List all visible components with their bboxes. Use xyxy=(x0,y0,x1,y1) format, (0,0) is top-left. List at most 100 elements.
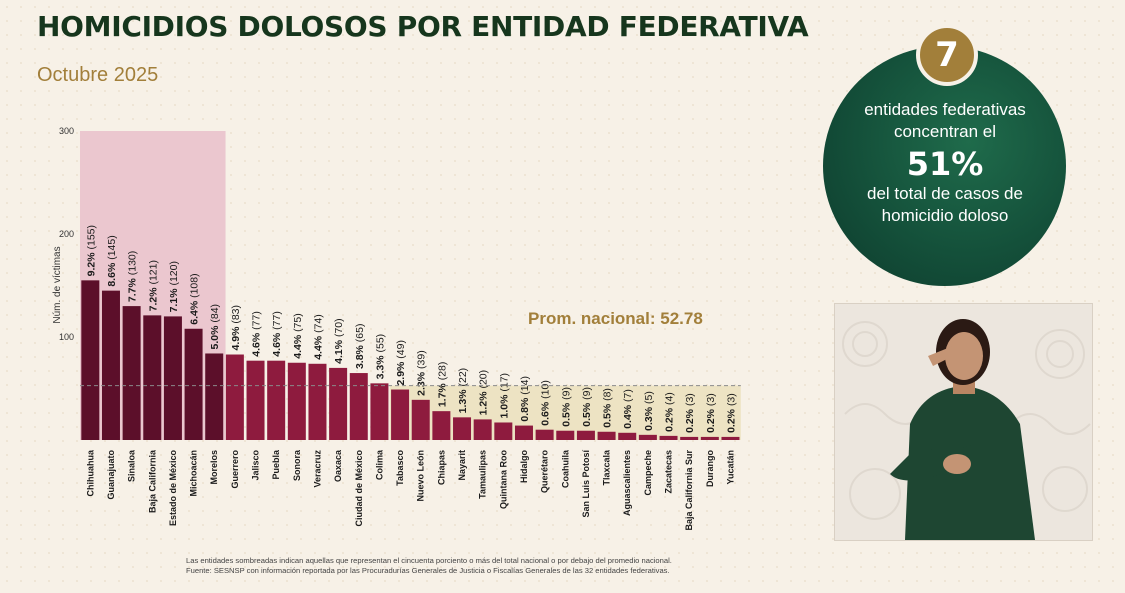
x-tick-label: Ciudad de México xyxy=(354,450,364,527)
bar xyxy=(122,306,141,440)
footnote-line-1: Las entidades sombreadas indican aquella… xyxy=(186,556,672,565)
bar xyxy=(432,411,451,440)
x-tick-label: Nayarit xyxy=(457,450,467,481)
bar xyxy=(494,422,513,440)
data-label: 0.5% (9) xyxy=(560,387,572,427)
x-tick-label: Campeche xyxy=(643,450,653,496)
y-axis-label: Núm. de víctimas xyxy=(52,246,63,323)
bar xyxy=(638,434,657,440)
x-tick-label: San Luis Potosí xyxy=(581,450,591,518)
x-tick-label: Coahuila xyxy=(560,449,570,488)
x-tick-label: Morelos xyxy=(209,450,219,485)
x-tick-label: Aguascalientes xyxy=(622,450,632,516)
x-tick-label: Jalisco xyxy=(251,450,261,481)
bar xyxy=(721,436,740,440)
data-label: 0.2% (3) xyxy=(705,393,717,433)
x-tick-label: Chihuahua xyxy=(85,449,95,496)
bar xyxy=(81,280,100,440)
x-tick-label: Estado de México xyxy=(168,450,178,527)
page-subtitle: Octubre 2025 xyxy=(37,64,159,86)
data-label: 2.3% (39) xyxy=(416,350,428,396)
bar xyxy=(453,417,472,440)
bar xyxy=(659,435,678,440)
footnote: Las entidades sombreadas indican aquella… xyxy=(186,556,672,576)
data-label: 4.1% (70) xyxy=(333,318,345,364)
average-label: Prom. nacional: 52.78 xyxy=(528,309,703,328)
bar xyxy=(556,430,575,440)
data-label: 3.3% (55) xyxy=(374,334,386,380)
data-label: 7.2% (121) xyxy=(147,260,159,311)
bar xyxy=(225,354,244,440)
bar xyxy=(308,363,327,440)
data-label: 0.2% (3) xyxy=(684,393,696,433)
bar-chart: 100 200 300 Núm. de víctimas 9.2% (155) Chihu… xyxy=(52,126,741,531)
count-badge: 7 xyxy=(916,24,978,86)
data-label: 0.4% (7) xyxy=(622,389,634,429)
data-label: 2.9% (49) xyxy=(395,340,407,386)
bar xyxy=(184,328,203,440)
bar xyxy=(143,315,162,440)
data-label: 0.3% (5) xyxy=(643,391,655,431)
bar xyxy=(473,419,492,440)
x-tick-label: Tlaxcala xyxy=(602,449,612,486)
data-label: 0.5% (9) xyxy=(581,387,593,427)
data-label: 1.0% (17) xyxy=(498,373,510,419)
x-tick-label: Colima xyxy=(374,449,384,480)
footnote-line-2: Fuente: SESNSP con información reportada… xyxy=(186,566,670,575)
bar xyxy=(618,432,637,440)
x-tick-label: Michoacán xyxy=(189,450,199,497)
x-tick-label: Quintana Roo xyxy=(498,450,508,509)
data-label: 0.5% (8) xyxy=(602,388,614,428)
summary-percent: 51% xyxy=(906,145,984,183)
sign-language-interpreter-video xyxy=(834,303,1093,541)
x-tick-label: Tamaulipas xyxy=(478,450,488,499)
x-tick-label: Nuevo León xyxy=(416,450,426,502)
bar xyxy=(101,290,120,440)
x-tick-label: Sinaloa xyxy=(127,449,137,482)
data-label: 0.2% (3) xyxy=(725,393,737,433)
data-label: 1.2% (20) xyxy=(478,370,490,416)
data-label: 6.4% (108) xyxy=(189,273,201,324)
x-tick-label: Chiapas xyxy=(436,450,446,485)
x-tick-label: Baja California xyxy=(147,449,157,513)
data-label: 4.4% (75) xyxy=(292,313,304,359)
bar xyxy=(205,353,224,440)
data-label: 4.9% (83) xyxy=(230,305,242,351)
data-label: 0.8% (14) xyxy=(519,376,531,422)
summary-circle xyxy=(823,46,1066,286)
bar xyxy=(680,436,699,440)
interpreter-image xyxy=(835,304,1092,540)
x-tick-label: Durango xyxy=(705,450,715,488)
bar xyxy=(391,389,410,440)
x-tick-label: Oaxaca xyxy=(333,449,343,482)
bar xyxy=(287,362,306,440)
x-tick-label: Guanajuato xyxy=(106,450,116,500)
x-tick-label: Veracruz xyxy=(312,450,322,488)
x-tick-label: Tabasco xyxy=(395,450,405,486)
data-label: 1.7% (28) xyxy=(436,362,448,408)
data-label: 3.8% (65) xyxy=(354,324,366,370)
bar xyxy=(514,425,533,440)
x-tick-label: Zacatecas xyxy=(664,450,674,494)
bar xyxy=(597,431,616,440)
bar xyxy=(576,430,595,440)
bar xyxy=(163,316,182,440)
data-label: 8.6% (145) xyxy=(106,235,118,286)
data-label: 4.6% (77) xyxy=(271,311,283,357)
data-label: 9.2% (155) xyxy=(85,225,97,276)
data-label: 4.6% (77) xyxy=(251,311,263,357)
y-tick-label: 200 xyxy=(59,229,74,239)
x-tick-label: Baja California Sur xyxy=(684,450,694,531)
bar xyxy=(267,360,286,440)
x-tick-label: Hidalgo xyxy=(519,449,529,483)
summary-text-bottom: del total de casos de homicidio doloso xyxy=(867,184,1023,225)
data-label: 7.7% (130) xyxy=(127,251,139,302)
data-label: 1.3% (22) xyxy=(457,368,469,414)
bar xyxy=(246,360,265,440)
x-tick-label: Guerrero xyxy=(230,449,240,488)
summary-text-top: entidades federativas concentran el xyxy=(864,100,1026,141)
bar xyxy=(411,399,430,440)
bar xyxy=(700,436,719,440)
x-tick-label: Puebla xyxy=(271,449,281,480)
x-tick-label: Yucatán xyxy=(725,450,735,485)
